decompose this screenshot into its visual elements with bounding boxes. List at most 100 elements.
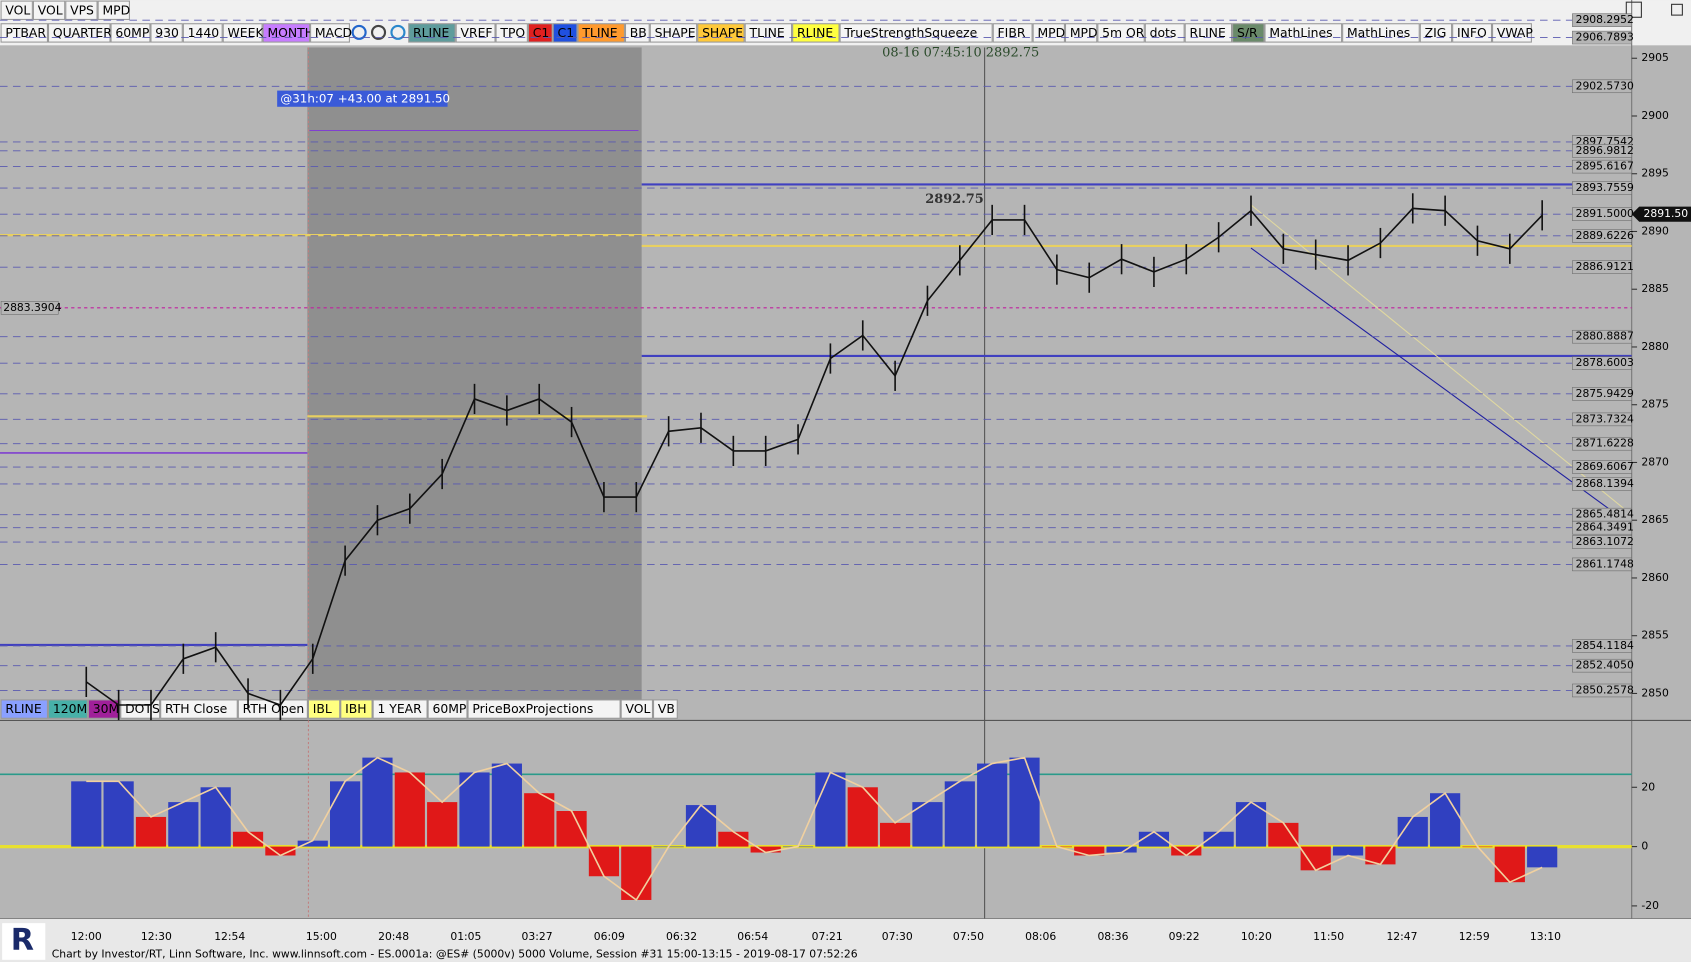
toolbar-button-label[interactable]: TLINE	[749, 25, 785, 40]
toolbar-button-label[interactable]: 5m OR	[1102, 25, 1145, 40]
level-label: 2906.7893	[1576, 31, 1634, 44]
toolbar-button-label[interactable]: SHAPE	[702, 25, 743, 40]
toolbar-button-label[interactable]: C1	[558, 25, 575, 40]
toolbar-button-label[interactable]: C1	[533, 25, 550, 40]
level-label-box	[1572, 79, 1632, 94]
toolbar-button[interactable]	[87, 699, 121, 719]
toolbar-button[interactable]	[97, 0, 130, 20]
level-label: 2850.2578	[1576, 683, 1634, 696]
toolbar-button[interactable]	[160, 699, 238, 719]
toolbar-button-label[interactable]: RLINE	[5, 701, 41, 716]
toolbar-button-label[interactable]: RLINE	[797, 25, 833, 40]
osc-bar	[1203, 831, 1234, 847]
osc-bar	[427, 802, 458, 847]
toolbar-button-label[interactable]: BB	[630, 25, 647, 40]
toolbar-button[interactable]	[652, 699, 678, 719]
toolbar-button-label[interactable]: DOTS	[125, 701, 160, 716]
toolbar-button-label[interactable]: FIBR	[998, 25, 1026, 40]
toolbar-button-label[interactable]: 1 YEAR	[377, 701, 422, 716]
toolbar-button-label[interactable]: 1440	[188, 25, 220, 40]
toolbar-button[interactable]	[65, 0, 98, 20]
toolbar-button-label[interactable]: 930	[155, 25, 179, 40]
price-tick-label: 2890	[1641, 224, 1669, 237]
toolbar-button-label[interactable]: SHAPE	[655, 25, 696, 40]
toolbar-icon[interactable]	[351, 24, 367, 40]
toolbar-button-label[interactable]: RTH Close	[165, 701, 227, 716]
toolbar-button[interactable]	[32, 0, 66, 20]
toolbar-button-label[interactable]: TrueStrengthSqueeze	[843, 25, 977, 40]
toolbar-button[interactable]	[0, 699, 48, 719]
toolbar-button-label[interactable]: RTH Open	[243, 701, 305, 716]
toolbar-icon[interactable]	[370, 24, 387, 40]
toolbar-button-label[interactable]: PriceBoxProjections	[472, 701, 593, 716]
toolbar-button-label[interactable]: VOL	[5, 2, 30, 17]
time-label: 07:30	[882, 930, 913, 943]
toolbar-button-label[interactable]: QUARTER	[53, 25, 112, 40]
toolbar-icon[interactable]	[390, 24, 406, 40]
time-label: 08:06	[1025, 930, 1056, 943]
toolbar-button-label[interactable]: ZIG	[1425, 25, 1447, 40]
toolbar-button-label[interactable]: MONTH	[267, 25, 314, 40]
toolbar-button-label[interactable]: IBH	[345, 701, 366, 716]
toolbar-button-label[interactable]: TPO	[499, 25, 525, 40]
toolbar-button[interactable]	[467, 699, 621, 719]
toolbar-button-label[interactable]: RLINE	[413, 25, 449, 40]
toolbar-button-label[interactable]: WEEK	[228, 25, 265, 40]
toolbar-button-label[interactable]: MPD	[1070, 25, 1098, 40]
toolbar-button[interactable]	[0, 0, 33, 20]
toolbar-button-label[interactable]: VPS	[70, 2, 94, 17]
time-label: 07:21	[812, 930, 843, 943]
toolbar-button[interactable]	[0, 23, 48, 43]
level-label: 2886.9121	[1576, 260, 1634, 273]
osc-bar	[1430, 793, 1461, 847]
toolbar-button[interactable]	[307, 699, 341, 719]
price-tick-label: 2860	[1641, 571, 1669, 584]
toolbar-button-label[interactable]: TLINE	[581, 25, 617, 40]
price-tick-label: 2895	[1641, 167, 1668, 180]
level-label: 2864.3491	[1576, 521, 1634, 534]
toolbar-button-label[interactable]: VREF	[460, 25, 492, 40]
toolbar-button-label[interactable]: RLINE	[1190, 25, 1226, 40]
toolbar-button-label[interactable]: MathLines	[1269, 25, 1332, 40]
toolbar-button-label[interactable]: INFO	[1457, 25, 1487, 40]
level-label-box	[1572, 436, 1632, 451]
toolbar-button-label[interactable]: dots	[1150, 25, 1177, 40]
toolbar-button[interactable]	[427, 699, 468, 719]
window-button[interactable]	[1671, 3, 1683, 16]
level-label-box	[1572, 535, 1632, 549]
osc-bar	[394, 772, 425, 847]
toolbar-button-label[interactable]: S/R	[1237, 25, 1258, 40]
toolbar-button-label[interactable]: PTBAR	[5, 25, 46, 40]
toolbar-button[interactable]	[340, 699, 373, 719]
osc-bar	[977, 763, 1008, 847]
level-label-box	[1572, 412, 1632, 427]
toolbar-button-label[interactable]: 120M	[53, 701, 87, 716]
toolbar-button[interactable]	[47, 699, 88, 719]
osc-bar	[459, 772, 490, 847]
toolbar-button[interactable]	[624, 23, 650, 43]
level-label-box	[1572, 683, 1632, 698]
level-label: 2861.1748	[1576, 557, 1634, 570]
toolbar-button-label[interactable]: MPD	[102, 2, 130, 17]
toolbar-button-label[interactable]: MACD	[315, 25, 352, 40]
toolbar-button-label[interactable]: VWAP	[1497, 25, 1534, 40]
level-label-box	[1572, 639, 1632, 653]
toolbar-button-label[interactable]: 60MP	[432, 701, 466, 716]
toolbar-button-label[interactable]: 30M	[93, 701, 119, 716]
toolbar-button[interactable]	[372, 699, 428, 719]
toolbar-button[interactable]	[237, 699, 308, 719]
toolbar-button-label[interactable]: VOL	[38, 2, 63, 17]
window-button[interactable]	[1625, 1, 1642, 18]
toolbar-button[interactable]	[620, 699, 653, 719]
toolbar-button-label[interactable]: IBL	[313, 701, 332, 716]
time-label: 11:50	[1313, 930, 1344, 943]
toolbar-button[interactable]	[839, 23, 993, 43]
price-line	[85, 207, 1543, 706]
toolbar-button-label[interactable]: 60MP	[115, 25, 149, 40]
toolbar-button-label[interactable]: MathLines	[1347, 25, 1410, 40]
toolbar-button[interactable]	[697, 23, 745, 43]
toolbar-button-label[interactable]: VOL	[625, 701, 650, 716]
toolbar-button-label[interactable]: MPD	[1037, 25, 1065, 40]
toolbar-button-label[interactable]: VB	[658, 701, 675, 716]
